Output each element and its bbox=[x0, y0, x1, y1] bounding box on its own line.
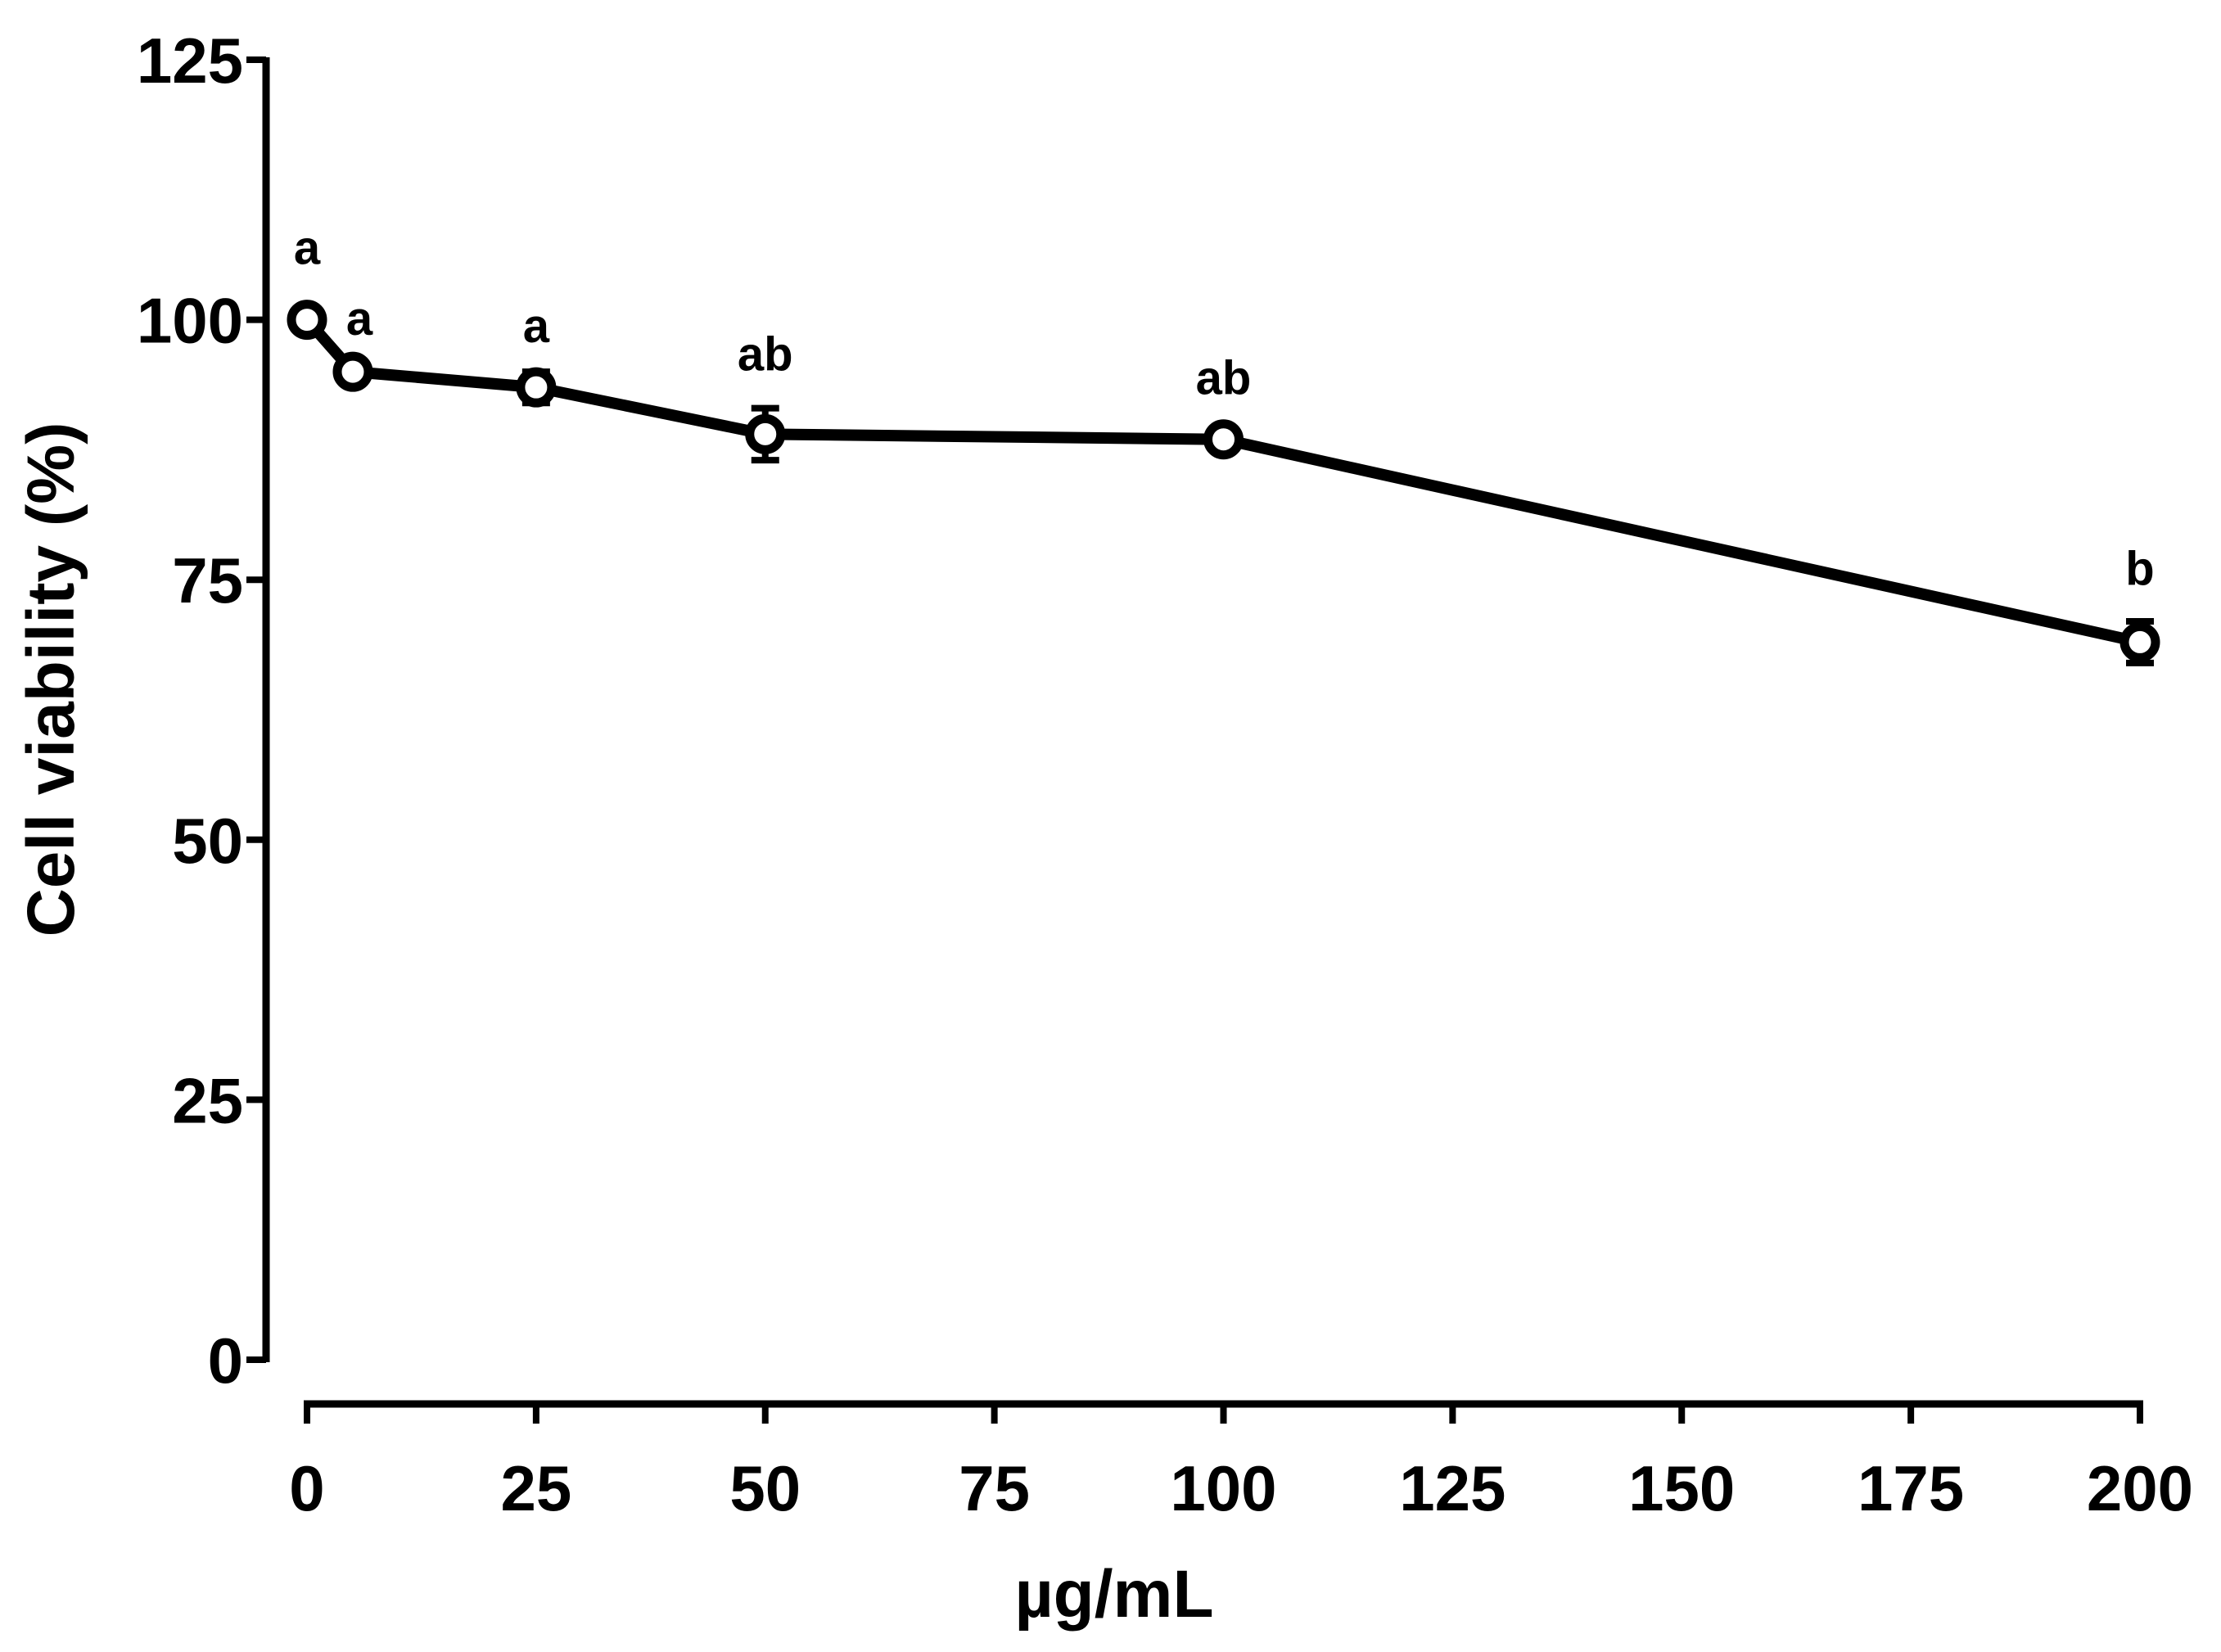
y-tick-label: 100 bbox=[137, 285, 243, 357]
significance-label: ab bbox=[738, 327, 793, 381]
x-tick-label: 25 bbox=[500, 1452, 571, 1524]
y-axis: 0 25 50 75 100 125 bbox=[137, 25, 270, 1397]
x-tick-label: 50 bbox=[729, 1452, 801, 1524]
x-tick-label: 125 bbox=[1399, 1452, 1505, 1524]
data-point bbox=[287, 300, 327, 341]
data-point bbox=[745, 413, 786, 454]
x-tick-label: 100 bbox=[1170, 1452, 1276, 1524]
significance-label: a bbox=[523, 300, 550, 353]
significance-label: ab bbox=[1196, 352, 1252, 405]
x-tick-label: 150 bbox=[1628, 1452, 1735, 1524]
y-tick-label: 75 bbox=[172, 544, 243, 616]
x-axis: 0 25 50 75 100 125 150 175 200 bbox=[289, 1400, 2193, 1524]
significance-label: a bbox=[346, 292, 373, 345]
y-tick-label: 125 bbox=[137, 25, 243, 97]
x-tick-label: 175 bbox=[1858, 1452, 1964, 1524]
significance-label: b bbox=[2125, 542, 2154, 595]
data-point bbox=[1203, 419, 1244, 460]
y-axis-title: Cell viability (%) bbox=[14, 422, 88, 937]
data-point bbox=[2119, 621, 2160, 662]
x-tick-label: 200 bbox=[2087, 1452, 2193, 1524]
data-point bbox=[516, 367, 557, 408]
x-tick-label: 0 bbox=[289, 1452, 324, 1524]
y-tick-label: 0 bbox=[208, 1325, 243, 1397]
y-tick-label: 50 bbox=[172, 805, 243, 877]
x-axis-title: µg/mL bbox=[1014, 1557, 1213, 1632]
x-tick-label: 75 bbox=[959, 1452, 1030, 1524]
y-tick-label: 25 bbox=[172, 1064, 243, 1136]
data-point bbox=[332, 351, 373, 392]
significance-label: a bbox=[294, 222, 321, 275]
series-layer: aa aab abb bbox=[287, 222, 2160, 666]
